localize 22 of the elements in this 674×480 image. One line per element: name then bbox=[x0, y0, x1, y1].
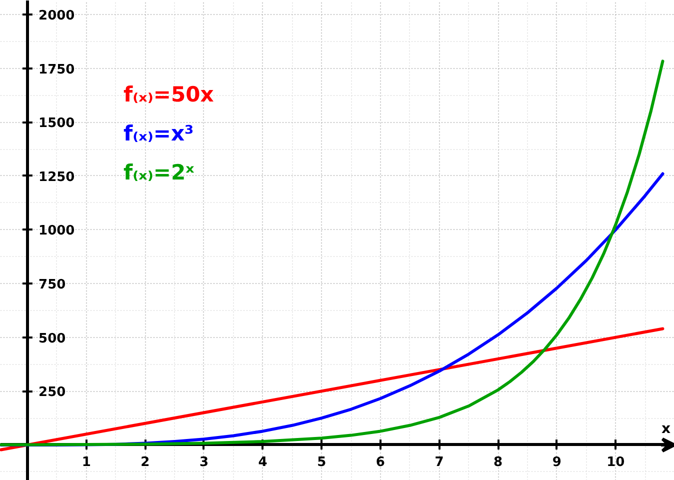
y-tick-label: 1000 bbox=[38, 224, 75, 239]
x-tick-label: 2 bbox=[140, 454, 150, 470]
x-tick-label: 4 bbox=[258, 454, 268, 470]
x-tick-label: 9 bbox=[552, 454, 562, 470]
y-tick-label: 1250 bbox=[38, 170, 75, 185]
x-tick-label: 7 bbox=[434, 454, 444, 470]
text: f₍ₓ₎=50x bbox=[124, 82, 214, 106]
y-tick-label: 1500 bbox=[38, 116, 75, 132]
y-tick-label: 2000 bbox=[38, 8, 75, 24]
x-tick-label: 5 bbox=[317, 454, 326, 470]
x-tick-label: 1 bbox=[82, 454, 91, 470]
x-tick-label: 10 bbox=[606, 454, 625, 470]
y-tick-label: 500 bbox=[38, 331, 66, 346]
x-tick-label: 8 bbox=[494, 454, 503, 470]
y-tick-label: 1750 bbox=[38, 62, 75, 78]
y-tick-label: 250 bbox=[38, 385, 66, 400]
text: f₍ₓ₎=2ˣ bbox=[124, 160, 195, 184]
x-axis-title: x bbox=[661, 420, 670, 437]
x-tick-label: 3 bbox=[199, 454, 209, 470]
y-tick-label: 750 bbox=[38, 278, 66, 293]
x-tick-label: 6 bbox=[376, 454, 385, 470]
text: f₍ₓ₎=x³ bbox=[124, 122, 194, 146]
